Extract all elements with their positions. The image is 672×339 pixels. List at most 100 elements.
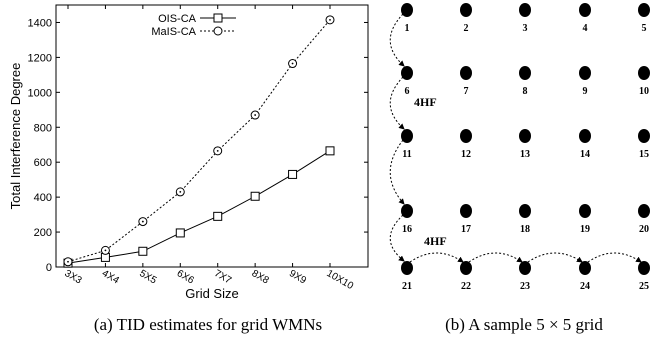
grid-node bbox=[460, 3, 472, 17]
grid-node bbox=[401, 66, 413, 80]
y-tick-label: 1400 bbox=[28, 17, 52, 29]
route-arc bbox=[409, 252, 464, 263]
grid-node-label: 23 bbox=[520, 281, 530, 292]
caption-left: (a) TID estimates for grid WMNs bbox=[94, 315, 322, 334]
data-point-square bbox=[325, 146, 335, 156]
grid-node bbox=[401, 129, 413, 143]
grid-node-label: 9 bbox=[583, 86, 588, 97]
tid-line-chart: 0 200 400 600 800 1000 1200 1400 3X3 4X4 5X5 6X6 7X… bbox=[8, 4, 369, 301]
grid-node bbox=[460, 66, 472, 80]
grid-node-label: 10 bbox=[639, 86, 649, 97]
y-axis-ticks: 0 200 400 600 800 1000 1200 1400 bbox=[28, 17, 368, 274]
data-point-square bbox=[250, 191, 260, 201]
y-tick-label: 0 bbox=[46, 262, 52, 274]
grid-node bbox=[638, 66, 650, 80]
grid-node bbox=[579, 261, 591, 275]
grid-node-label: 13 bbox=[520, 149, 530, 160]
route-arcs bbox=[389, 13, 642, 263]
grid-node bbox=[401, 3, 413, 17]
grid-node bbox=[401, 204, 413, 218]
legend-marker-square bbox=[213, 13, 223, 23]
grid-node-label: 3 bbox=[523, 23, 528, 34]
grid-node bbox=[460, 204, 472, 218]
y-tick-label: 400 bbox=[34, 192, 52, 204]
data-point-square bbox=[213, 211, 223, 221]
grid-node bbox=[579, 3, 591, 17]
grid-node-label: 24 bbox=[580, 281, 590, 292]
grid-node-label: 17 bbox=[461, 224, 471, 235]
y-tick-label: 1000 bbox=[28, 87, 52, 99]
data-point-circle-dot bbox=[179, 190, 182, 193]
x-tick-label: 9X9 bbox=[287, 268, 308, 287]
data-point-circle-dot bbox=[216, 149, 219, 152]
route-arc bbox=[389, 13, 405, 67]
grid-node-label: 25 bbox=[639, 281, 649, 292]
grid-node bbox=[519, 204, 531, 218]
legend-label: OIS-CA bbox=[158, 13, 197, 25]
grid-node bbox=[519, 129, 531, 143]
grid-node-label: 15 bbox=[639, 149, 649, 160]
series-line-ois-ca bbox=[67, 150, 331, 264]
data-point-circle-dot bbox=[141, 220, 144, 223]
series-line-mais-ca bbox=[67, 19, 331, 263]
y-tick-label: 200 bbox=[34, 227, 52, 239]
hop-label: 4HF bbox=[424, 234, 447, 248]
grid-node-label: 8 bbox=[523, 86, 528, 97]
grid-node bbox=[519, 3, 531, 17]
data-point-square bbox=[288, 169, 298, 179]
data-point-circle-dot bbox=[67, 260, 69, 263]
data-point-circle-dot bbox=[329, 18, 331, 21]
route-arc bbox=[389, 214, 405, 262]
y-axis-label: Total Interference Degree bbox=[8, 63, 23, 210]
x-tick-label: 6X6 bbox=[175, 268, 196, 287]
grid-node-label: 7 bbox=[464, 86, 469, 97]
plot-frame bbox=[55, 4, 369, 268]
grid-node bbox=[579, 66, 591, 80]
y-tick-label: 1200 bbox=[28, 52, 52, 64]
grid-node bbox=[579, 129, 591, 143]
grid-node bbox=[638, 204, 650, 218]
grid-node bbox=[638, 3, 650, 17]
grid-node bbox=[460, 261, 472, 275]
x-tick-label: 10X10 bbox=[325, 268, 356, 292]
grid-node-label: 22 bbox=[461, 281, 471, 292]
grid-node-label: 20 bbox=[639, 224, 649, 235]
grid-node bbox=[579, 204, 591, 218]
grid-node-label: 1 bbox=[405, 23, 410, 34]
grid-node-label: 2 bbox=[464, 23, 469, 34]
series-layer bbox=[63, 15, 335, 268]
legend-label: MaIS-CA bbox=[151, 26, 196, 38]
grid-node bbox=[519, 66, 531, 80]
grid-node-label: 6 bbox=[405, 86, 410, 97]
data-point-circle-dot bbox=[104, 249, 107, 252]
grid-node bbox=[401, 261, 413, 275]
legend-marker-circle bbox=[213, 26, 223, 36]
grid-node-label: 12 bbox=[461, 149, 471, 160]
y-tick-label: 800 bbox=[34, 122, 52, 134]
grid-node-label: 11 bbox=[402, 149, 411, 160]
route-arc bbox=[468, 252, 523, 263]
data-point-square bbox=[175, 228, 185, 238]
route-arc bbox=[527, 252, 583, 263]
x-tick-label: 5X5 bbox=[137, 268, 158, 287]
y-tick-label: 600 bbox=[34, 157, 52, 169]
caption-right: (b) A sample 5 × 5 grid bbox=[445, 315, 603, 334]
x-axis-label: Grid Size bbox=[185, 286, 238, 301]
grid-node bbox=[638, 129, 650, 143]
grid-node-label: 18 bbox=[520, 224, 530, 235]
grid-node bbox=[460, 129, 472, 143]
data-point-circle-dot bbox=[254, 114, 257, 116]
x-tick-label: 7X7 bbox=[212, 268, 233, 287]
grid-node-label: 21 bbox=[402, 281, 412, 292]
data-point-circle-dot bbox=[291, 62, 294, 65]
x-tick-label: 3X3 bbox=[63, 268, 84, 287]
grid-node-label: 16 bbox=[402, 224, 412, 235]
hop-label: 4HF bbox=[414, 95, 437, 109]
x-tick-label: 8X8 bbox=[250, 268, 271, 287]
grid-node-label: 4 bbox=[583, 23, 588, 34]
grid-node bbox=[519, 261, 531, 275]
